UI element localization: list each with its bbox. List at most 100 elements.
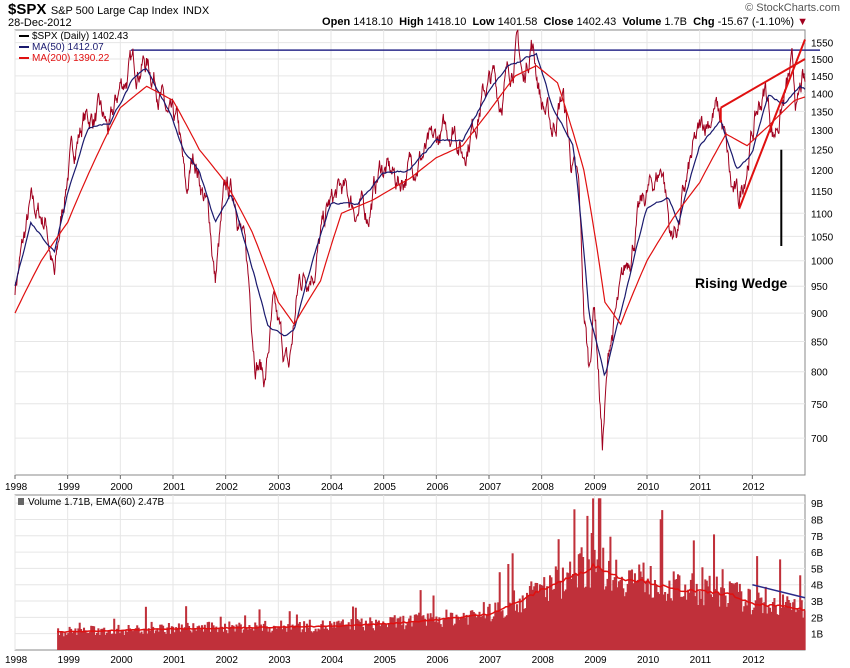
chg-value: -15.67 (-1.10%) bbox=[717, 16, 795, 28]
volume-x-tick-label: 2001 bbox=[163, 655, 186, 666]
volume-bar bbox=[773, 598, 776, 650]
volume-bar bbox=[399, 616, 402, 650]
volume-bar bbox=[193, 628, 196, 650]
volume-bar bbox=[645, 580, 648, 650]
volume-bar bbox=[366, 624, 369, 650]
volume-bar bbox=[692, 540, 695, 650]
volume-bar bbox=[249, 628, 252, 650]
price-x-tick-label: 2006 bbox=[426, 482, 449, 493]
volume-bar bbox=[793, 599, 796, 650]
volume-bar bbox=[750, 614, 753, 650]
volume-bar bbox=[622, 588, 625, 650]
volume-bar bbox=[721, 569, 724, 650]
volume-bar bbox=[725, 606, 728, 650]
volume-bar bbox=[156, 628, 159, 650]
volume-bar bbox=[544, 597, 547, 650]
volume-bar bbox=[757, 592, 760, 650]
volume-bar bbox=[380, 623, 383, 650]
volume-bar bbox=[513, 590, 516, 650]
volume-bar bbox=[369, 617, 372, 650]
volume-bar bbox=[672, 571, 675, 650]
volume-bar bbox=[231, 625, 234, 650]
volume-bar bbox=[349, 629, 352, 650]
volume-bar bbox=[180, 624, 183, 650]
volume-bar bbox=[651, 597, 654, 650]
volume-bar bbox=[84, 630, 87, 650]
volume-bar bbox=[94, 634, 97, 650]
volume-bar bbox=[458, 619, 461, 650]
volume-bar bbox=[225, 630, 228, 650]
volume-bar bbox=[557, 539, 560, 650]
volume-bar bbox=[215, 626, 218, 650]
price-axis-tick-label: 1350 bbox=[811, 107, 834, 118]
volume-bar bbox=[139, 633, 142, 650]
volume-bar bbox=[596, 559, 599, 650]
volume-bar bbox=[311, 632, 314, 650]
volume-bar bbox=[268, 627, 271, 650]
volume-bar bbox=[221, 626, 224, 650]
volume-bar bbox=[301, 629, 304, 650]
volume-bar bbox=[271, 630, 274, 650]
volume-bar bbox=[144, 606, 147, 650]
volume-bar bbox=[720, 587, 723, 650]
price-x-tick-label: 1999 bbox=[58, 482, 81, 493]
spx-price-line bbox=[14, 29, 806, 451]
volume-bar bbox=[64, 632, 67, 650]
volume-bar bbox=[73, 631, 76, 650]
volume-bar bbox=[258, 609, 261, 650]
volume-bar bbox=[580, 547, 583, 650]
volume-bar bbox=[137, 627, 140, 650]
volume-bar bbox=[295, 614, 298, 650]
volume-bar bbox=[771, 602, 774, 650]
volume-bar bbox=[508, 602, 511, 650]
volume-bar bbox=[117, 624, 120, 650]
ticker-symbol: $SPX bbox=[8, 1, 47, 18]
volume-bar bbox=[485, 614, 488, 650]
volume-bar bbox=[526, 592, 529, 650]
volume-bar bbox=[425, 625, 428, 650]
volume-bar bbox=[383, 624, 386, 650]
volume-bar bbox=[501, 610, 504, 650]
volume-bar bbox=[277, 626, 280, 650]
volume-bar bbox=[550, 577, 553, 650]
volume-bar bbox=[776, 614, 779, 650]
volume-bar bbox=[337, 620, 340, 650]
volume-bar bbox=[307, 627, 310, 650]
volume-bar bbox=[71, 632, 74, 650]
wedge-label: Rising Wedge bbox=[695, 275, 788, 291]
volume-bar bbox=[477, 615, 480, 650]
price-x-tick-label: 2000 bbox=[110, 482, 133, 493]
volume-bar bbox=[625, 592, 628, 650]
volume-bar bbox=[98, 634, 101, 650]
volume-bar bbox=[674, 579, 677, 650]
volume-bar bbox=[743, 606, 746, 650]
price-axis-tick-label: 800 bbox=[811, 368, 828, 379]
volume-bar bbox=[533, 586, 536, 650]
volume-bar bbox=[444, 618, 447, 650]
volume-bar bbox=[597, 498, 600, 650]
volume-bar bbox=[136, 625, 139, 650]
volume-bar bbox=[632, 583, 635, 650]
price-axis-tick-label: 1050 bbox=[811, 232, 834, 243]
chg-label: Chg bbox=[693, 16, 715, 28]
volume-bar bbox=[446, 617, 449, 650]
volume-bar bbox=[705, 580, 708, 650]
volume-bar bbox=[393, 615, 396, 650]
high-value: 1418.10 bbox=[426, 16, 467, 28]
volume-bar bbox=[654, 580, 657, 650]
volume-bar bbox=[373, 630, 376, 650]
volume-bar bbox=[487, 606, 490, 650]
volume-bar bbox=[541, 585, 544, 650]
volume-value: 1.7B bbox=[664, 16, 688, 28]
volume-bar bbox=[324, 625, 327, 650]
volume-bar bbox=[710, 594, 713, 650]
volume-bar bbox=[238, 622, 241, 650]
volume-bar bbox=[689, 579, 692, 650]
volume-bar bbox=[577, 554, 580, 650]
volume-bar bbox=[736, 582, 739, 650]
volume-bar bbox=[741, 611, 744, 650]
volume-bar bbox=[457, 616, 460, 650]
price-axis-tick-label: 850 bbox=[811, 338, 828, 349]
price-x-tick-label: 2002 bbox=[216, 482, 239, 493]
volume-bar bbox=[767, 606, 770, 650]
